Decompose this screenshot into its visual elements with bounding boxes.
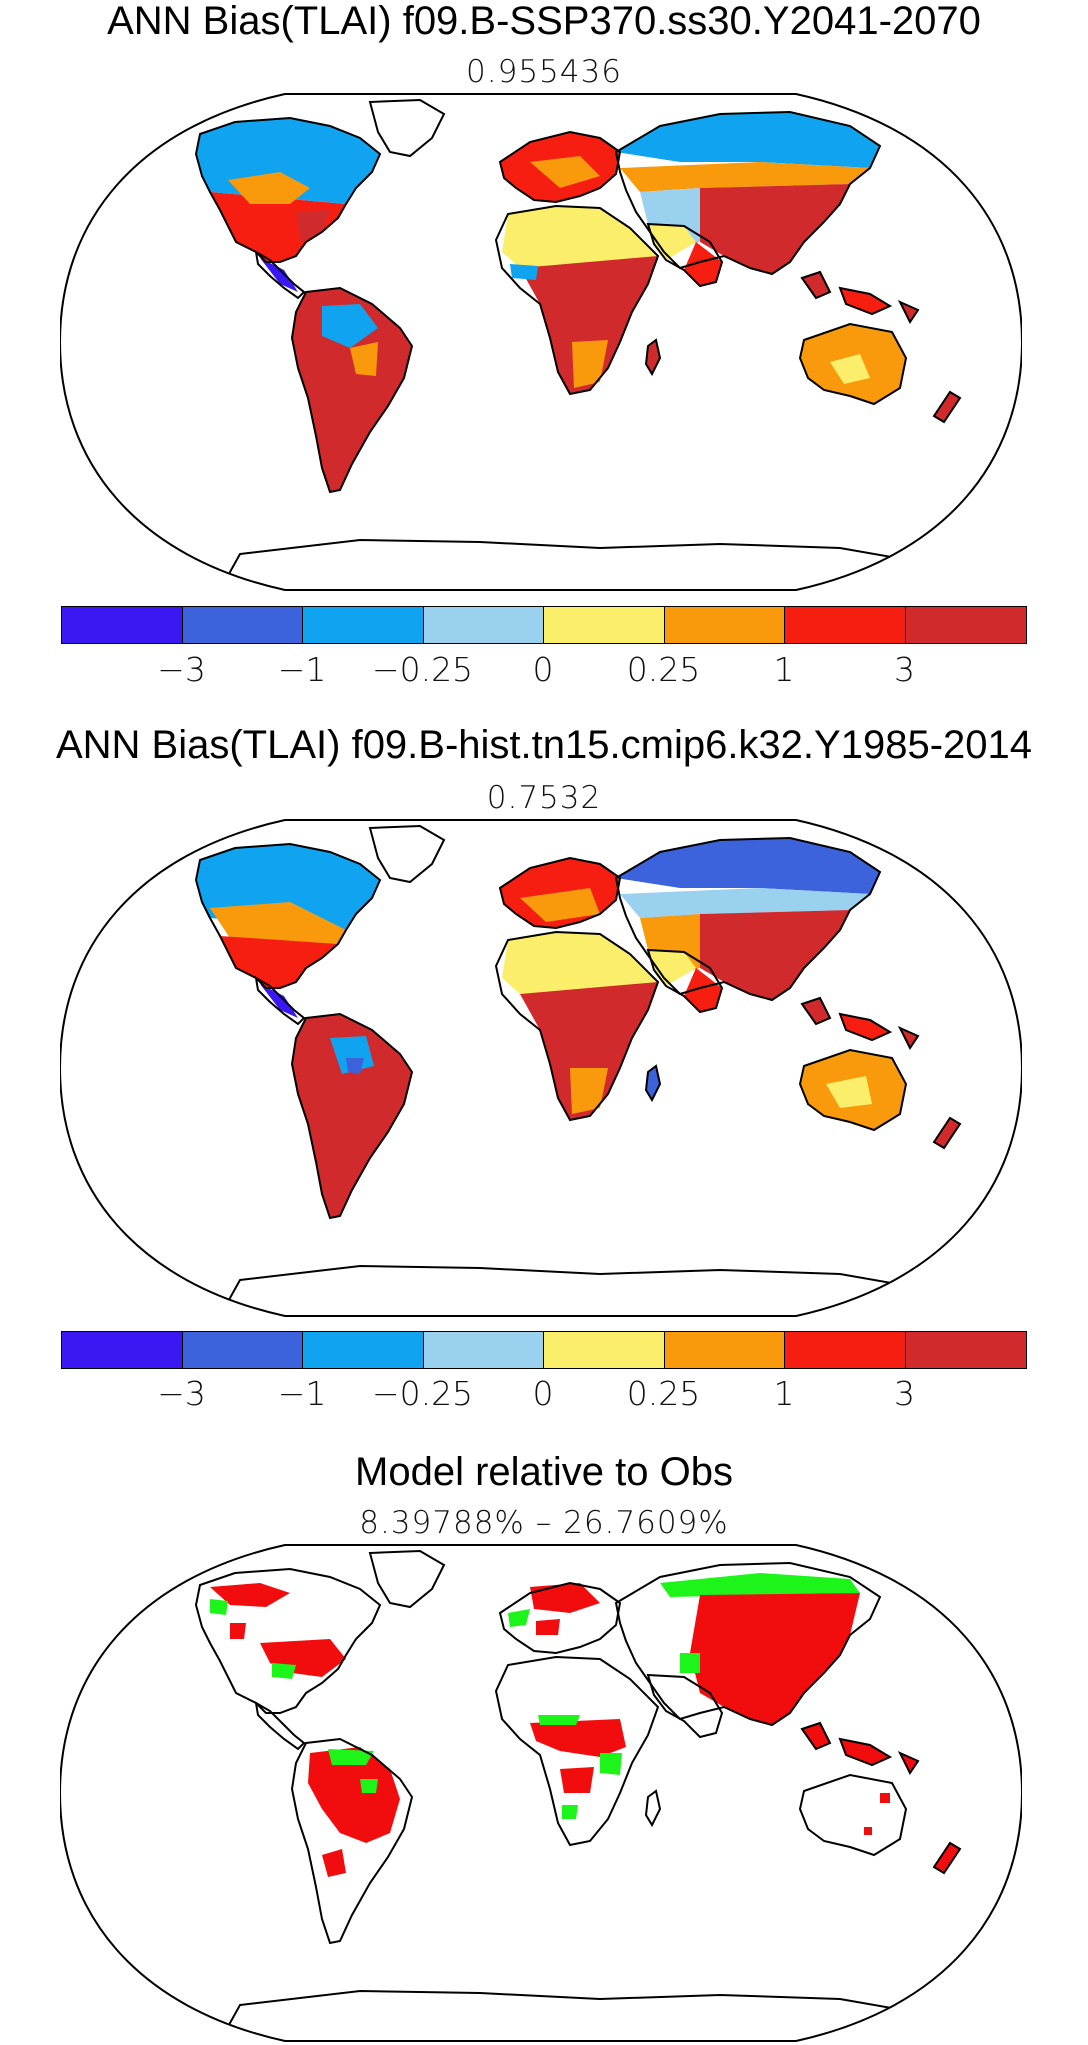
panel1-colorbar-tick-label: −3 [157,650,206,689]
panel3-subtitle: 8.39788% – 26.7609% [359,1505,729,1541]
panel1-colorbar-swatch [543,606,665,644]
panel2-colorbar-swatch [543,1331,665,1369]
panel1-colorbar-swatch [302,606,424,644]
panel1-colorbar-tick-label: −1 [277,650,327,689]
panel2-colorbar-swatch [61,1331,183,1369]
panel1-colorbar-swatch [181,606,304,644]
panel1-colorbar-swatch [784,606,906,644]
panel2-subtitle: 0.7532 [486,780,602,816]
panel1-colorbar-tick-label: 3 [894,650,915,689]
panel2-colorbar-swatch [422,1331,545,1369]
panel1-map-svg [60,92,1022,594]
panel2-colorbar-swatch [663,1331,786,1369]
panel3-map [60,1543,1022,2045]
panel2-colorbar-tick-label: −0.25 [371,1374,474,1413]
panel1-colorbar-tick-label: 0.25 [626,650,701,689]
panel2-colorbar-tick-label: 1 [773,1374,795,1413]
panel2-colorbar-tick-label: −1 [277,1374,327,1413]
panel2-colorbar-swatch [904,1331,1027,1369]
panel1-colorbar-swatch [422,606,545,644]
panel2-title: ANN Bias(TLAI) f09.B-hist.tn15.cmip6.k32… [55,723,1033,767]
panel1-colorbar-swatch [61,606,183,644]
panel2-map-svg [60,818,1022,1320]
panel3-map-svg [60,1543,1022,2045]
panel3-title: Model relative to Obs [355,1450,733,1494]
panel1-colorbar [61,606,1027,647]
panel1-colorbar-tick-label: 0 [532,650,554,689]
panel2-colorbar-ticks: −3 −1 −0.25 0 0.25 1 3 [0,1374,1088,1414]
panel1-colorbar-tick-label: −0.25 [371,650,474,689]
panel2-colorbar-tick-label: 0 [532,1374,554,1413]
panel2-colorbar-swatch [181,1331,304,1369]
panel2-map [60,818,1022,1320]
panel2-colorbar [61,1331,1027,1372]
panel1-colorbar-tick-label: 1 [773,650,795,689]
panel2-colorbar-tick-label: 0.25 [626,1374,701,1413]
panel1-colorbar-swatch [904,606,1027,644]
panel1-colorbar-ticks: −3 −1 −0.25 0 0.25 1 3 [0,650,1088,690]
panel2-colorbar-swatch [784,1331,906,1369]
panel1-title: ANN Bias(TLAI) f09.B-SSP370.ss30.Y2041-2… [107,0,981,43]
panel1-colorbar-swatch [663,606,786,644]
panel1-map [60,92,1022,594]
panel1-subtitle: 0.955436 [466,54,622,90]
panel2-colorbar-tick-label: −3 [157,1374,206,1413]
panel2-colorbar-tick-label: 3 [894,1374,915,1413]
panel2-colorbar-swatch [302,1331,424,1369]
